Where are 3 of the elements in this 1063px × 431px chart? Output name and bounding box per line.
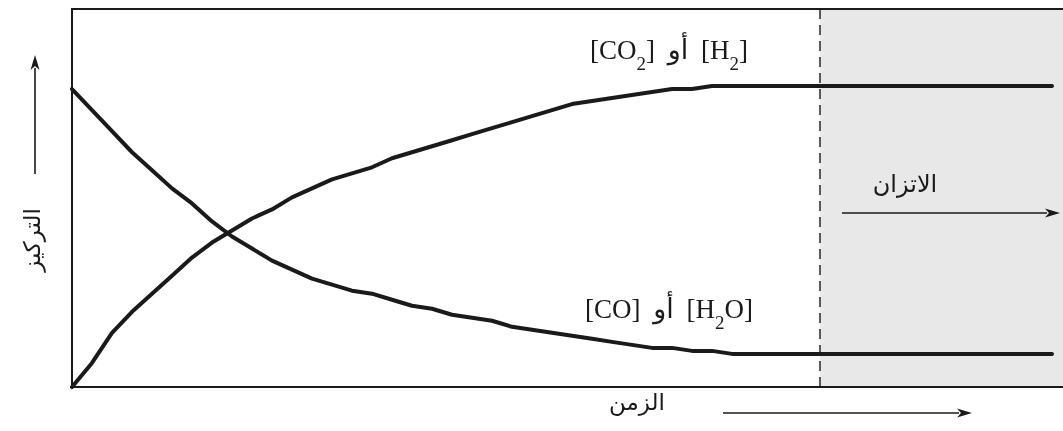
x-axis-title: الزمن [609, 389, 665, 416]
annotation: الاتزان [872, 170, 938, 198]
y-axis-title: التركيز [19, 208, 46, 273]
